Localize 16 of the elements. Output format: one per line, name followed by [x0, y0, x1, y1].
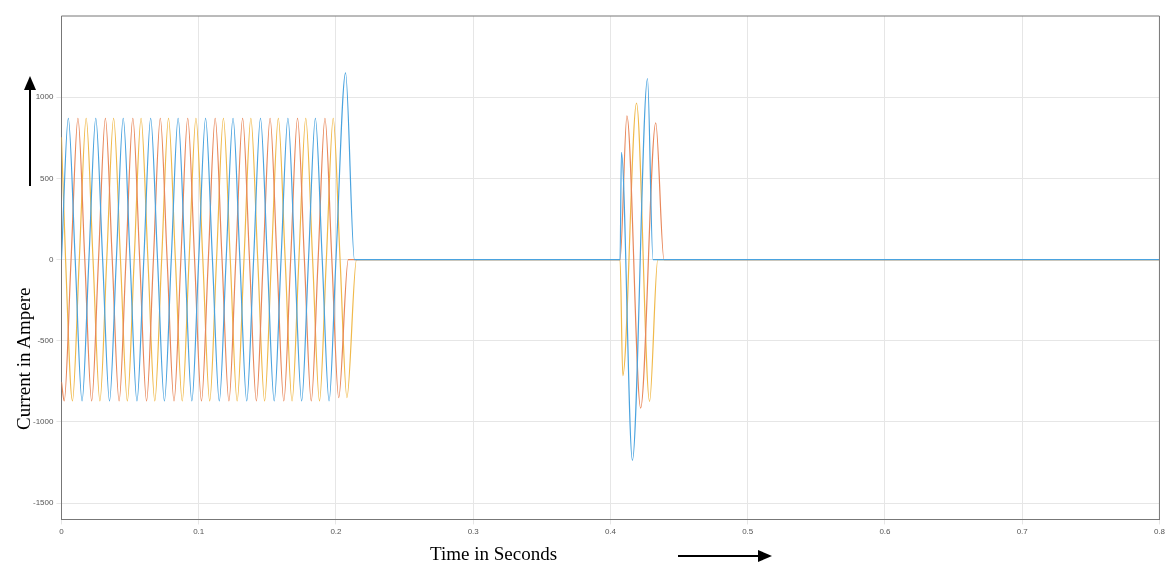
- x-tick-label: 0.2: [330, 527, 343, 537]
- y-tick-label: -500: [37, 335, 55, 345]
- x-tick-label: 0: [59, 527, 65, 537]
- y-tick-label: 500: [40, 173, 54, 183]
- x-tick-label: 0.8: [1153, 527, 1166, 537]
- x-tick-label: 0.5: [742, 527, 754, 537]
- x-tick-label: 0.3: [467, 527, 480, 537]
- x-tick-label: 0.4: [604, 527, 617, 537]
- y-tick-label: -1500: [32, 498, 54, 508]
- x-tick-label: 0.7: [1016, 527, 1029, 537]
- x-axis-title: Time in Seconds: [430, 543, 558, 565]
- x-tick-label: 0.6: [879, 527, 892, 537]
- y-tick-label: -1000: [32, 417, 54, 427]
- y-tick-label: 0: [49, 254, 55, 264]
- y-tick-label: 1000: [35, 92, 55, 102]
- x-tick-label: 0.1: [193, 527, 205, 537]
